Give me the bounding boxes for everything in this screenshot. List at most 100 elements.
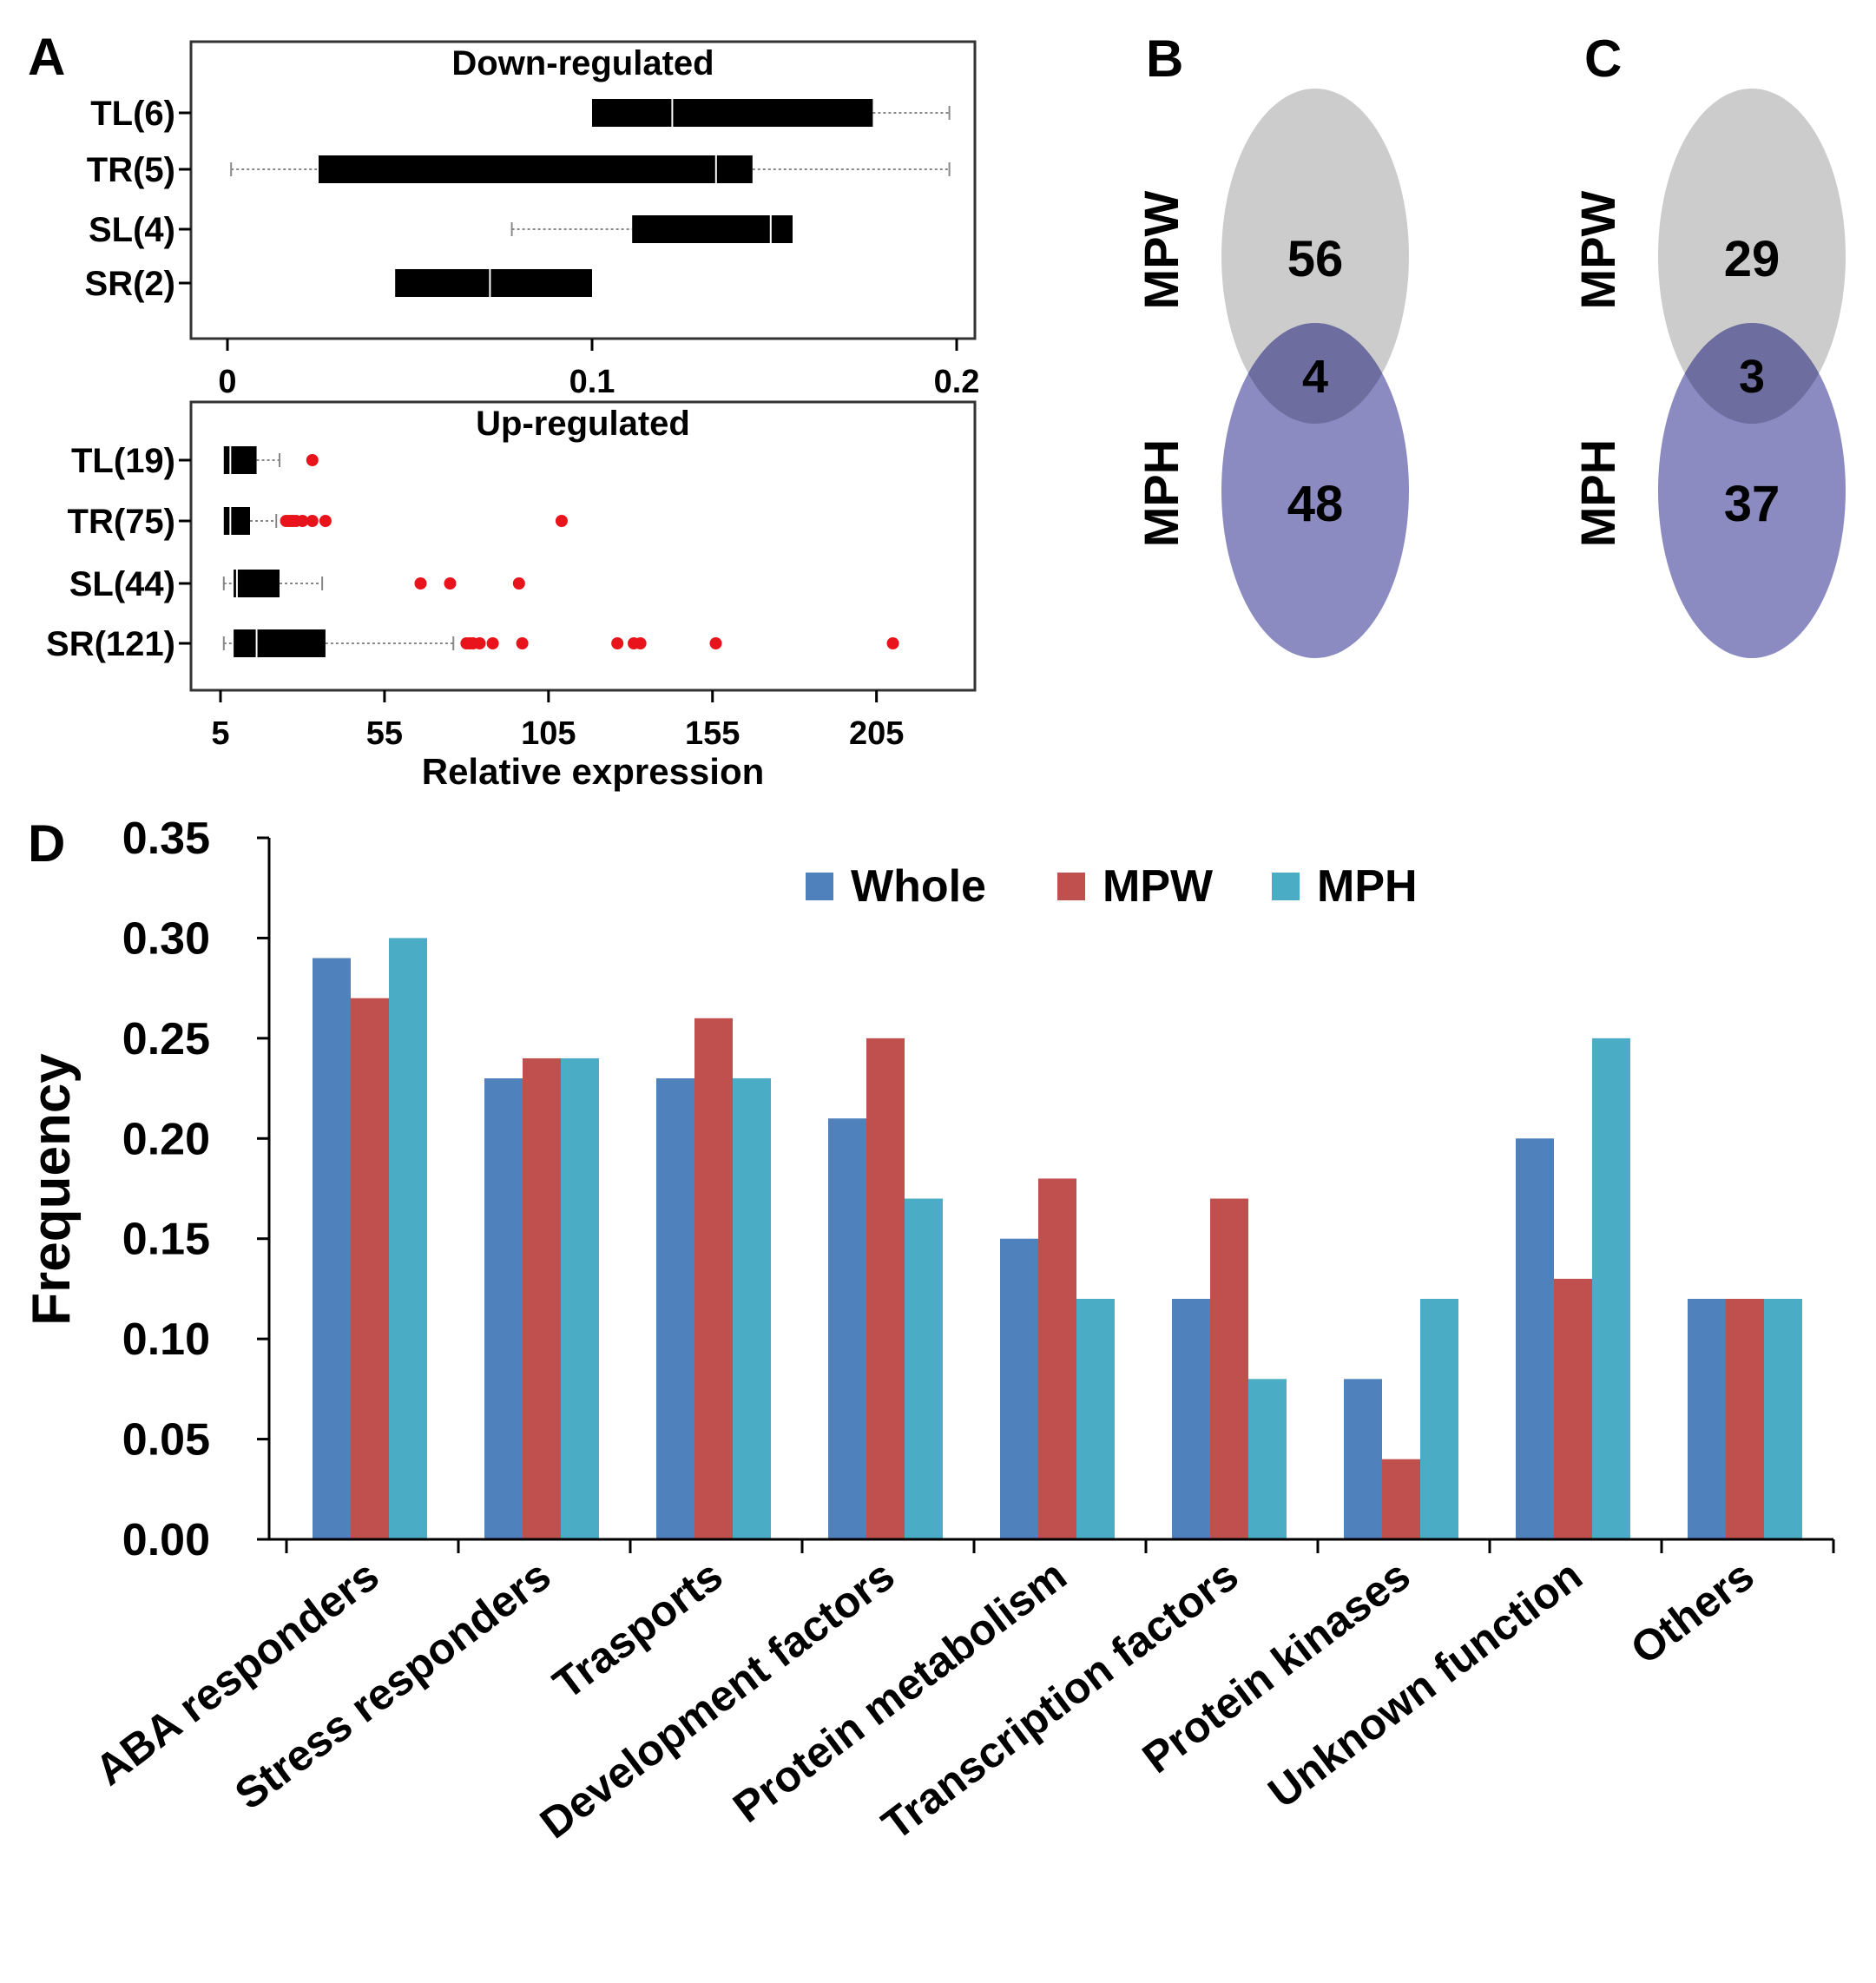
bar-whole-transcription-factors xyxy=(1172,1298,1210,1539)
outlier-point xyxy=(319,515,332,527)
y-tick-label: 0.35 xyxy=(122,814,210,864)
venn-set-mph xyxy=(1221,323,1409,658)
x-tick-label: 0 xyxy=(218,364,236,400)
y-tick-label: 0.00 xyxy=(122,1515,210,1565)
bar-mpw-unknown-function xyxy=(1554,1278,1592,1539)
venn-set-label-mph: MPH xyxy=(1570,439,1625,547)
box-sr-2 xyxy=(395,269,592,297)
venn-set-mpw xyxy=(1658,89,1846,424)
bar-mph-stress-responders xyxy=(561,1057,599,1539)
x-tick-label: 105 xyxy=(521,715,576,752)
outlier-point xyxy=(473,637,486,649)
bar-mpw-development-factors xyxy=(866,1038,905,1539)
plot-frame xyxy=(189,400,977,692)
venn-count-overlap: 3 xyxy=(1739,351,1765,403)
bar-mph-trasports xyxy=(733,1078,771,1539)
bar-mph-unknown-function xyxy=(1592,1038,1630,1539)
bar-mpw-others xyxy=(1726,1298,1764,1539)
x-tick-label: 0.2 xyxy=(934,364,980,400)
panel-c-venn: C 29 3 37 MPW MPH xyxy=(1570,30,1846,658)
panel-label-a: A xyxy=(28,28,65,86)
category-label: TR(75) xyxy=(68,503,175,541)
y-axis-label: Frequency xyxy=(22,1053,82,1326)
bar-whole-others xyxy=(1688,1298,1726,1539)
category-label: TL(19) xyxy=(71,442,175,480)
bar-mpw-aba-responders xyxy=(351,998,389,1539)
legend-label-mpw: MPW xyxy=(1103,861,1214,912)
bar-whole-stress-responders xyxy=(484,1078,523,1539)
box-tr-75 xyxy=(223,507,251,535)
outlier-point xyxy=(486,637,499,649)
outlier-point xyxy=(306,454,319,466)
x-tick-label: 5 xyxy=(211,715,229,752)
bar-mpw-trasports xyxy=(694,1018,733,1539)
panel-label-c: C xyxy=(1584,30,1622,88)
bar-mpw-stress-responders xyxy=(523,1057,561,1539)
outlier-point xyxy=(512,577,525,590)
outlier-point xyxy=(886,637,899,649)
category-label: TL(6) xyxy=(90,95,175,133)
bar-mpw-protein-kinases xyxy=(1382,1459,1420,1539)
outlier-point xyxy=(555,515,568,527)
panel-label-b: B xyxy=(1146,30,1183,88)
box-tr-5 xyxy=(319,155,753,183)
x-tick-label: 155 xyxy=(685,715,740,752)
outlier-point xyxy=(306,515,319,527)
panel-b-venn: B 56 4 48 MPW MPH xyxy=(1134,30,1409,658)
y-tick-label: 0.25 xyxy=(122,1014,210,1064)
legend-swatch-mpw xyxy=(1057,873,1085,900)
venn-set-mpw xyxy=(1221,89,1409,424)
venn-diagram-c: 29 3 37 MPW MPH xyxy=(1570,89,1846,658)
outlier-point xyxy=(611,637,624,649)
bar-whole-protein-metabolism xyxy=(1000,1238,1038,1539)
legend-swatch-mph xyxy=(1272,873,1300,900)
category-label: SR(2) xyxy=(85,265,175,303)
category-label: SR(121) xyxy=(46,625,175,663)
outlier-point xyxy=(709,637,722,649)
outlier-point xyxy=(634,637,647,649)
bar-mpw-protein-metabolism xyxy=(1038,1178,1076,1539)
bar-whole-protein-kinases xyxy=(1344,1379,1382,1539)
bar-mpw-transcription-factors xyxy=(1210,1198,1248,1539)
venn-count-mpw-only: 29 xyxy=(1724,231,1781,287)
panel-a-boxplots: A Down-regulated 0 0.1 0.2 TL(6) TR(5) SL(4) SR… xyxy=(28,28,979,792)
box-sl-44 xyxy=(234,570,280,597)
outlier-point xyxy=(296,515,309,527)
venn-count-overlap: 4 xyxy=(1302,351,1328,403)
bar-whole-unknown-function xyxy=(1516,1138,1554,1539)
legend-swatch-whole xyxy=(806,873,833,900)
venn-count-mph-only: 37 xyxy=(1724,476,1781,532)
x-tick-label: 0.1 xyxy=(569,364,615,400)
venn-set-label-mpw: MPW xyxy=(1134,190,1188,309)
y-tick-label: 0.10 xyxy=(122,1314,210,1365)
bar-mph-aba-responders xyxy=(389,938,427,1539)
down-regulated-boxplot: Down-regulated 0 0.1 0.2 TL(6) TR(5) SL(4) SR(2… xyxy=(85,40,980,400)
x-tick-label: 205 xyxy=(849,715,904,752)
venn-set-label-mpw: MPW xyxy=(1570,190,1625,309)
bar-mph-protein-metabolism xyxy=(1076,1298,1115,1539)
bar-mph-protein-kinases xyxy=(1420,1298,1458,1539)
outlier-point xyxy=(516,637,529,649)
box-sl-4 xyxy=(632,215,793,243)
plot-frame xyxy=(189,40,977,340)
bar-mph-development-factors xyxy=(905,1198,943,1539)
legend-label-mph: MPH xyxy=(1317,861,1418,912)
outlier-point xyxy=(414,577,427,590)
box-tl-6 xyxy=(592,99,873,127)
venn-set-mph xyxy=(1658,323,1846,658)
venn-count-mph-only: 48 xyxy=(1287,476,1344,532)
venn-set-label-mph: MPH xyxy=(1134,439,1188,547)
y-tick-label: 0.20 xyxy=(122,1114,210,1164)
y-tick-label: 0.30 xyxy=(122,913,210,964)
box-tl-19 xyxy=(223,446,257,474)
category-label: TR(5) xyxy=(87,151,175,189)
box-sr-121 xyxy=(234,629,326,657)
panel-label-d: D xyxy=(28,814,65,873)
bar-whole-trasports xyxy=(656,1078,694,1539)
legend-label-whole: Whole xyxy=(851,861,986,912)
plot-title: Down-regulated xyxy=(451,44,714,82)
bar-whole-development-factors xyxy=(828,1118,866,1539)
outlier-point xyxy=(444,577,457,590)
